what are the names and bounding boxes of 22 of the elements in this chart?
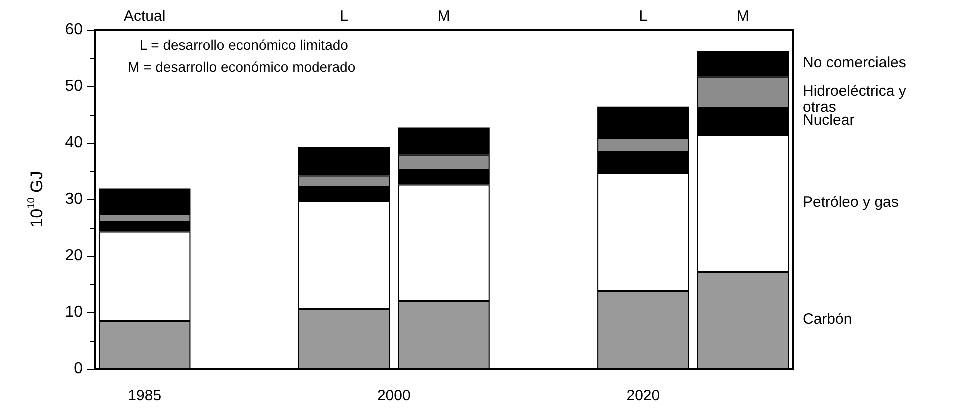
- x-tick-label: L: [639, 8, 648, 25]
- annotation: M = desarrollo económico moderado: [128, 59, 356, 75]
- x-tick-label: Actual: [124, 8, 166, 25]
- y-tick-label: 10: [65, 304, 84, 321]
- y-tick-label: 0: [74, 360, 84, 378]
- text: 2000: [377, 388, 411, 404]
- x-tick-label: M: [736, 8, 750, 25]
- y-tick-label: 30: [65, 191, 84, 208]
- series-label: Nuclear: [803, 112, 855, 130]
- y-tick-label: 20: [65, 248, 84, 264]
- text: 1985: [128, 388, 162, 404]
- series-label: No comerciales: [803, 54, 906, 72]
- y-axis-title: 1010 GJ: [26, 171, 46, 228]
- y-tick-label: 50: [65, 78, 84, 95]
- x-tick-label: L: [340, 8, 348, 25]
- y-tick-label: 60: [65, 22, 84, 38]
- annotation: L = desarrollo económico limitado: [140, 37, 349, 53]
- series-label: Carbón: [803, 311, 852, 328]
- x-tick-label: M: [438, 8, 450, 25]
- series-label: Petróleo y gas: [803, 194, 899, 212]
- y-tick-label: 40: [65, 134, 84, 152]
- text: 2020: [626, 388, 660, 404]
